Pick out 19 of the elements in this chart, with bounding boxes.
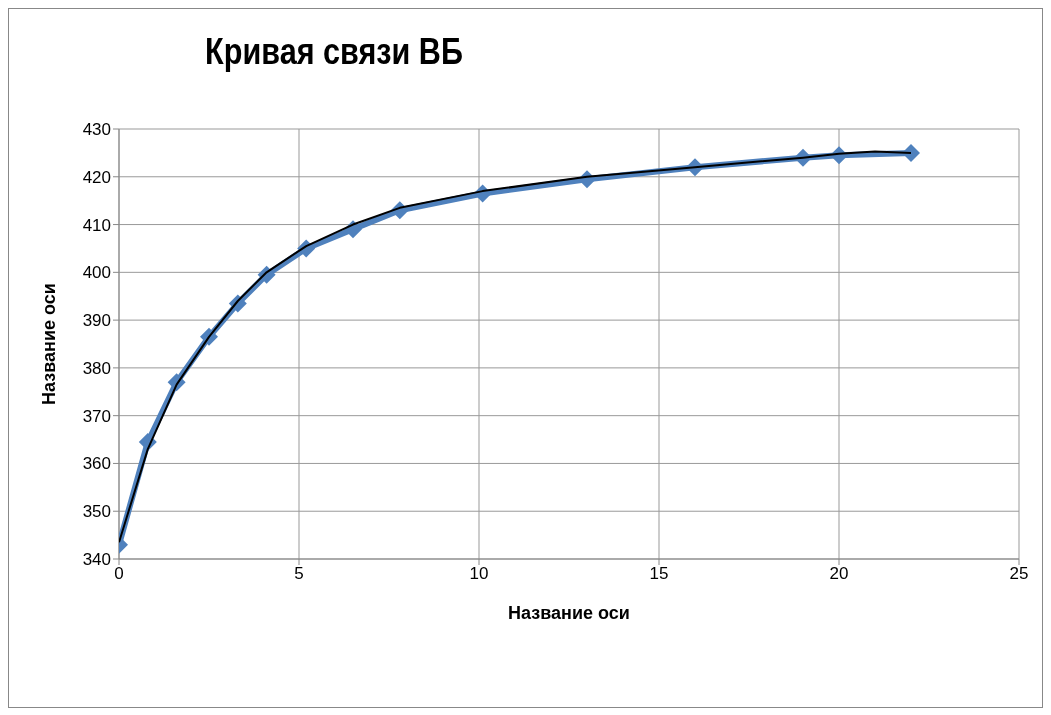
y-tick-label: 340: [82, 550, 111, 570]
x-axis-title: Название оси: [508, 603, 630, 623]
y-tick-label: 360: [82, 454, 111, 474]
x-tick-label: 25: [1009, 564, 1029, 584]
x-tick-label: 10: [469, 564, 489, 584]
y-tick-label: 410: [82, 215, 111, 235]
x-tick-label: 5: [294, 564, 304, 584]
y-tick-label: 380: [82, 358, 111, 378]
x-tick-label: 20: [829, 564, 849, 584]
y-axis-title: Название оси: [39, 283, 60, 405]
y-tick-label: 420: [82, 167, 111, 187]
x-tick-label: 0: [114, 564, 124, 584]
y-tick-label: 400: [82, 263, 111, 283]
y-tick-label: 430: [82, 120, 111, 140]
y-tick-label: 350: [82, 502, 111, 522]
y-tick-label: 390: [82, 311, 111, 331]
chart-title: Кривая связи ВБ: [204, 31, 464, 73]
y-tick-label: 370: [82, 406, 111, 426]
x-tick-label: 15: [649, 564, 669, 584]
